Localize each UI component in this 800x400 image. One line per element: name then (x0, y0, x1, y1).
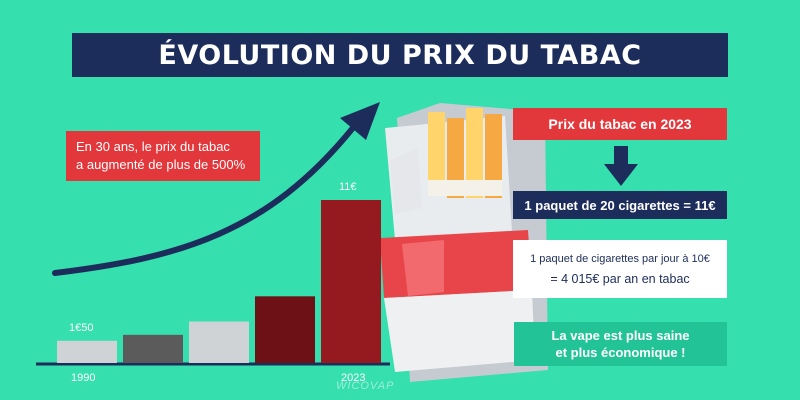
trend-arrow-icon (52, 126, 355, 276)
data-label-2023: 11€ (339, 181, 357, 193)
tick-label-1990: 1990 (71, 372, 95, 384)
tick-label-2023: 2023 (341, 372, 365, 384)
yearly-cost-box: 1 paquet de cigarettes par jour à 10€ = … (513, 240, 727, 298)
callout-line-1: En 30 ans, le prix du tabac (76, 139, 230, 154)
vape-message-box: La vape est plus saine et plus économiqu… (514, 322, 727, 366)
bar-1990 (57, 340, 117, 363)
vape-line-2: et plus économique ! (555, 345, 686, 360)
bar-2 (123, 334, 183, 363)
bar-4 (255, 296, 315, 363)
pack-price-label: 1 paquet de 20 cigarettes = 11€ (513, 191, 727, 219)
page-title: ÉVOLUTION DU PRIX DU TABAC (72, 33, 728, 77)
down-arrow-icon (604, 146, 638, 186)
brand-watermark: WICOVAP (336, 380, 395, 392)
increase-callout: En 30 ans, le prix du tabac a augmenté d… (66, 131, 260, 181)
trend-arrowhead-icon (340, 102, 380, 140)
title-text: ÉVOLUTION DU PRIX DU TABAC (158, 39, 642, 71)
data-label-1990: 1€50 (69, 322, 93, 334)
price-2023-heading-text: Prix du tabac en 2023 (548, 116, 692, 132)
bar-3 (189, 321, 249, 363)
vape-line-1: La vape est plus saine (551, 328, 690, 343)
price-2023-heading: Prix du tabac en 2023 (513, 108, 727, 140)
yearly-cost-text: = 4 015€ par an en tabac (550, 271, 690, 286)
cigarette-pack-illustration (380, 103, 548, 382)
callout-line-2: a augmenté de plus de 500% (76, 157, 246, 172)
bar-2023 (321, 200, 381, 363)
daily-pack-text: 1 paquet de cigarettes par jour à 10€ (530, 252, 710, 265)
pack-price-text: 1 paquet de 20 cigarettes = 11€ (524, 197, 716, 213)
